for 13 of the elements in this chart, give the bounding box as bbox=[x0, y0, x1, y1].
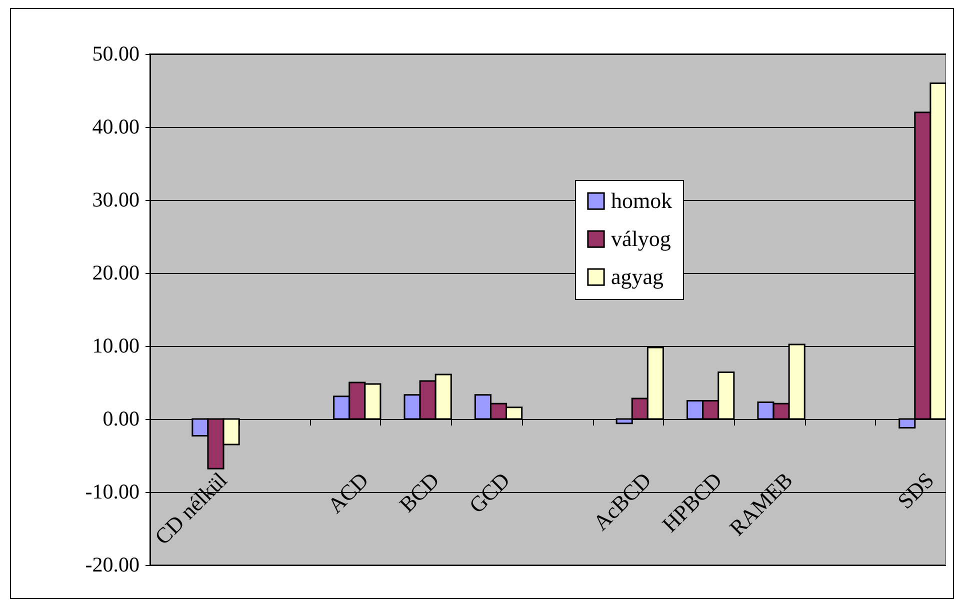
x-tick-label: SDS bbox=[892, 467, 939, 514]
legend-label: agyag bbox=[611, 264, 664, 289]
y-tick-label: 30.00 bbox=[92, 188, 140, 212]
y-tick-label: -20.00 bbox=[85, 552, 140, 576]
legend-label: vályog bbox=[611, 226, 671, 251]
y-tick-label: 20.00 bbox=[92, 260, 140, 284]
x-tick-label: GCD bbox=[464, 467, 515, 518]
y-tick-label: -10.00 bbox=[85, 480, 140, 504]
y-tick-label: 0.00 bbox=[102, 406, 140, 430]
legend-label: homok bbox=[611, 188, 672, 213]
y-tick-label: 10.00 bbox=[92, 334, 140, 358]
y-tick-label: 40.00 bbox=[92, 114, 140, 138]
y-tick-label: 50.00 bbox=[92, 42, 140, 66]
